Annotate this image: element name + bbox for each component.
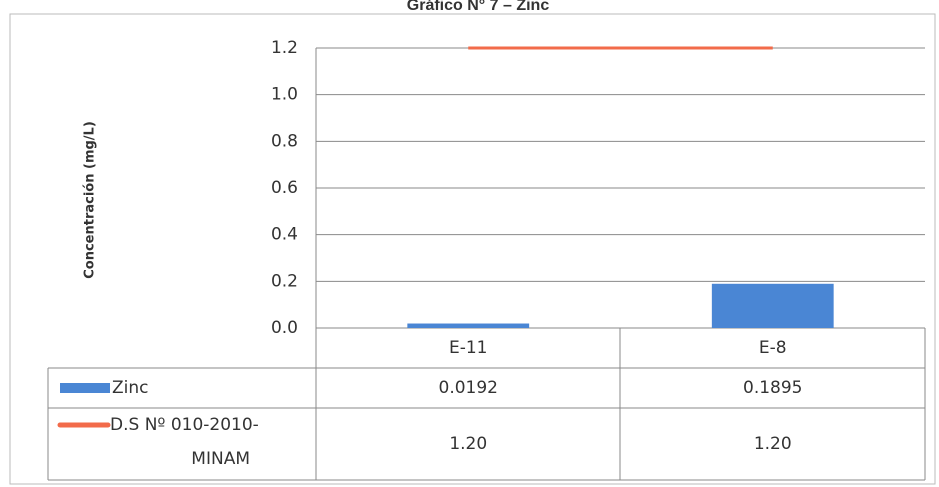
- y-tick-label: 0.6: [271, 178, 298, 198]
- x-tick-label: E-8: [759, 338, 787, 358]
- chart-title: Gráfico N° 7 – Zinc: [407, 0, 550, 14]
- y-tick-label: 0.4: [271, 225, 298, 245]
- y-tick-label: 1.0: [271, 85, 298, 105]
- legend-label: D.S Nº 010-2010-MINAM: [110, 415, 259, 469]
- table-value: 0.1895: [743, 378, 802, 398]
- data-table-lines: [47, 48, 926, 481]
- table-value: 1.20: [754, 434, 792, 454]
- chart-border: [9, 13, 936, 485]
- x-tick-label: E-11: [449, 338, 488, 358]
- bar: [407, 323, 530, 328]
- y-axis-label: Concentración (mg/L): [83, 121, 98, 279]
- y-tick-label: 1.2: [271, 38, 298, 58]
- y-tick-label: 0.8: [271, 131, 298, 151]
- legend-key: [60, 383, 110, 393]
- table-value: 0.0192: [439, 378, 498, 398]
- y-tick-label: 0.0: [271, 318, 298, 338]
- legend-label: Zinc: [112, 378, 149, 398]
- bar: [711, 283, 834, 328]
- y-tick-label: 0.2: [271, 271, 298, 291]
- table-value: 1.20: [449, 434, 487, 454]
